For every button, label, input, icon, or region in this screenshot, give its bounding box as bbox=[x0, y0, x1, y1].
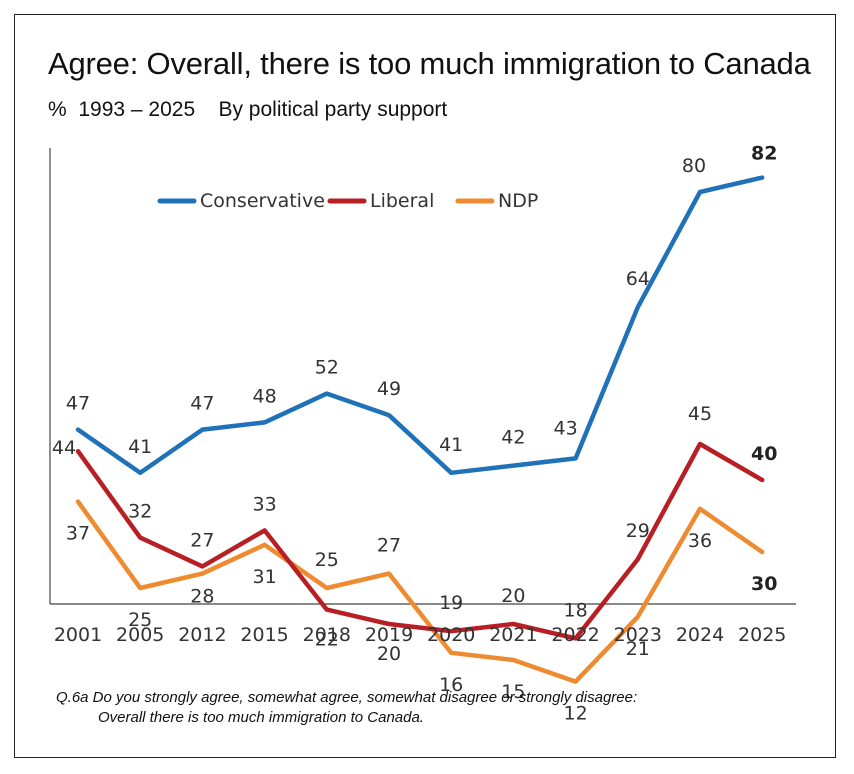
data-label-conservative: 42 bbox=[501, 427, 525, 449]
x-tick-label: 2015 bbox=[240, 624, 288, 646]
data-label-ndp: 37 bbox=[66, 523, 90, 545]
data-label-conservative: 47 bbox=[190, 393, 214, 415]
data-label-ndp: 31 bbox=[253, 566, 277, 588]
footnote-line-1: Q.6a Do you strongly agree, somewhat agr… bbox=[56, 689, 638, 706]
legend-item-ndp: NDP bbox=[455, 190, 538, 212]
series-line-liberal bbox=[75, 441, 765, 641]
data-label-liberal: 29 bbox=[626, 520, 650, 542]
data-label-ndp: 36 bbox=[688, 530, 712, 552]
x-tick-label: 2023 bbox=[614, 624, 662, 646]
data-label-conservative: 41 bbox=[128, 436, 152, 458]
x-tick-label: 2024 bbox=[676, 624, 724, 646]
data-label-liberal: 44 bbox=[52, 437, 76, 459]
data-label-conservative: 48 bbox=[253, 385, 277, 407]
data-label-liberal: 40 bbox=[751, 443, 777, 465]
x-tick-label: 2019 bbox=[365, 624, 413, 646]
data-label-liberal: 32 bbox=[128, 501, 152, 523]
data-label-conservative: 47 bbox=[66, 393, 90, 415]
data-label-conservative: 41 bbox=[439, 434, 463, 456]
data-label-liberal: 28 bbox=[190, 585, 214, 607]
chart-subtitle: % 1993 – 2025 By political party support bbox=[48, 98, 448, 121]
data-label-ndp: 16 bbox=[439, 674, 463, 696]
data-label-liberal: 18 bbox=[564, 599, 588, 621]
data-label-ndp: 25 bbox=[315, 549, 339, 571]
data-label-conservative: 49 bbox=[377, 378, 401, 400]
legend-label: NDP bbox=[498, 190, 538, 212]
data-label-liberal: 19 bbox=[439, 592, 463, 614]
data-label-ndp: 25 bbox=[128, 609, 152, 631]
legend-item-liberal: Liberal bbox=[327, 190, 434, 212]
data-label-liberal: 20 bbox=[501, 585, 525, 607]
legend-label: Liberal bbox=[370, 190, 434, 212]
data-label-ndp: 21 bbox=[626, 638, 650, 660]
data-label-liberal: 20 bbox=[377, 643, 401, 665]
x-tick-label: 2025 bbox=[738, 624, 786, 646]
data-label-liberal: 33 bbox=[253, 493, 277, 515]
x-tick-label: 2021 bbox=[489, 624, 537, 646]
data-label-ndp: 15 bbox=[501, 681, 525, 703]
data-label-liberal: 22 bbox=[315, 629, 339, 651]
legend-label: Conservative bbox=[200, 190, 325, 212]
data-label-conservative: 82 bbox=[751, 143, 777, 165]
data-label-liberal: 45 bbox=[688, 403, 712, 425]
x-tick-label: 2018 bbox=[303, 624, 351, 646]
question-footnote: Q.6a Do you strongly agree, somewhat agr… bbox=[56, 688, 637, 728]
series-line-conservative bbox=[75, 175, 765, 476]
data-label-ndp: 30 bbox=[751, 573, 777, 595]
x-tick-label: 2001 bbox=[54, 624, 102, 646]
legend-item-conservative: Conservative bbox=[157, 190, 325, 212]
data-label-conservative: 43 bbox=[554, 417, 578, 439]
x-tick-label: 2022 bbox=[551, 624, 599, 646]
data-label-conservative: 80 bbox=[682, 155, 706, 177]
series-line-ndp bbox=[75, 499, 765, 684]
data-label-ndp: 27 bbox=[190, 530, 214, 552]
x-tick-label: 2020 bbox=[427, 624, 475, 646]
data-label-conservative: 64 bbox=[626, 268, 650, 290]
chart-title: Agree: Overall, there is too much immigr… bbox=[48, 46, 811, 81]
x-tick-label: 2005 bbox=[116, 624, 164, 646]
x-tick-label: 2012 bbox=[178, 624, 226, 646]
data-label-ndp: 27 bbox=[377, 535, 401, 557]
footnote-line-2: Overall there is too much immigration to… bbox=[98, 709, 424, 726]
data-label-conservative: 52 bbox=[315, 357, 339, 379]
data-label-ndp: 12 bbox=[564, 703, 588, 725]
chart-frame bbox=[14, 14, 836, 758]
